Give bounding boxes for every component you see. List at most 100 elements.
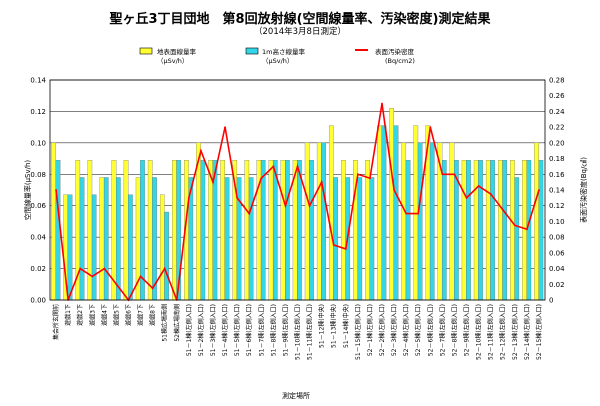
y-tick-left-label: 0.04 [30,234,46,242]
density-point [477,185,480,187]
y-tick-right-label: 0.12 [549,202,565,210]
x-tick-label: 51－7棟(左側入口) [257,304,265,356]
density-point [284,204,287,207]
y-tick-right-label: 0.14 [549,187,565,195]
legend: 地表面線量率 （μSv/h） 1m高さ線量率 （μSv/h） 表面汚染密度 (B… [139,47,415,65]
x-tick-label: 52－13棟(左側入口) [511,304,519,360]
y-tick-left-label: 0.10 [30,139,46,147]
y-tick-left-label: 0.12 [30,108,46,116]
density-point [381,102,383,105]
bar-ground [159,194,165,301]
density-point [489,193,492,195]
y-tick-right-label: 0.26 [549,92,565,100]
legend-swatch-ground [139,47,153,55]
bar-ground [99,177,105,301]
y-tick-left-label: 0.02 [30,265,46,273]
bar-1m [297,159,302,301]
bar-ground [268,159,274,301]
bar-ground [123,159,129,301]
density-point [513,224,516,227]
plot-frame [49,79,546,301]
chart-title: 聖ヶ丘3丁目団地 第8回放射線(空間線量率、汚染密度)測定結果 [109,12,491,27]
x-tick-label: 遊戯6下 [124,304,132,326]
bar-ground [510,159,515,301]
bar-1m [200,159,206,301]
density-point [272,165,275,168]
bar-ground [87,159,93,301]
bar-1m [116,177,121,301]
bar-1m [417,142,423,301]
density-point [465,196,468,199]
density-point [405,212,408,215]
density-point [429,126,432,129]
x-tick-label: 遊戯2下 [76,304,84,326]
bar-1m [357,177,363,301]
x-tick-label: 集会所玄関前 [52,304,60,340]
legend-label-density: 表面汚染密度 [375,47,415,56]
bar-ground [172,159,177,301]
density-point [91,275,94,278]
density-point [320,181,323,184]
bar-ground [522,159,527,301]
bar-1m [502,159,507,301]
x-tick-label: 52－4棟(左側入口) [402,304,410,356]
bar-ground [244,159,250,301]
x-tick-label: 51棟広場南側 [161,304,169,342]
bar-ground [51,142,56,301]
density-point [103,267,106,270]
x-tick-label: 51－3棟(左側入口) [209,304,217,356]
legend-unit-ground: （μSv/h） [157,57,188,65]
x-tick-label: 51－10棟(左側入口) [294,304,302,360]
x-tick-label: 52－9棟(左側入口) [463,304,471,356]
x-tick-label: 52－8棟(左側入口) [450,304,458,356]
density-point [55,189,57,191]
legend-swatch-1m [245,47,259,55]
bar-ground [485,159,491,301]
density-point [453,173,456,176]
bar-1m [490,159,495,301]
bar-1m [103,177,109,301]
density-point [115,283,118,286]
bar-ground [389,108,394,301]
x-tick-label: 51－5棟(左側入口) [233,304,241,356]
density-point [260,177,263,180]
x-tick-label: 51－4棟(左側入口) [221,304,229,356]
chart-subtitle: （2014年3月8日測定） [254,27,346,37]
x-tick-label: 遊戯7下 [137,304,145,326]
legend-label-1m: 1m高さ線量率 [262,47,305,56]
bar-ground [401,142,407,301]
bar-ground [534,142,539,301]
x-tick-label: 52－2棟(左側入口) [378,304,386,356]
x-tick-label: 遊戯3下 [88,304,96,326]
density-point [212,181,214,184]
y-axis-left-label: 空間線量率(μSv/h) [23,160,32,221]
density-point [525,228,528,231]
bar-1m [67,194,73,301]
bar-1m [393,125,399,301]
x-tick-label: 52－5棟(左側入口) [414,304,422,356]
x-tick-label: 51－6棟(左側入口) [245,304,253,356]
bar-ground [328,125,334,301]
density-point [344,248,347,250]
x-tick-label: 52棟広場南側 [173,304,181,342]
bar-ground [449,142,455,301]
density-point [248,212,251,215]
bar-1m [369,177,375,301]
x-tick-label: 51－14棟(中央) [342,304,350,348]
x-tick-label: 遊戯4下 [100,304,108,326]
bar-ground [365,159,370,301]
x-tick-label: 51－9棟(左側入口) [281,304,289,356]
legend-label-ground: 地表面線量率 [157,47,197,56]
y-tick-right-label: 0.18 [549,155,565,163]
bar-ground [147,159,153,301]
density-point [417,212,420,215]
x-tick-label: 遊戯1下 [64,304,72,326]
density-point [139,275,142,278]
axes: 0.00 0.02 0.04 0.06 0.08 0.10 0.12 0.14 0 0.02 0.0… [30,77,565,360]
bar-1m [309,159,314,301]
bar-1m [478,159,483,301]
y-tick-left-label: 0.14 [30,77,46,85]
legend-unit-1m: （μSv/h） [262,57,293,65]
bar-ground [304,142,310,301]
x-tick-label: 51－8棟(左側入口) [269,304,277,356]
